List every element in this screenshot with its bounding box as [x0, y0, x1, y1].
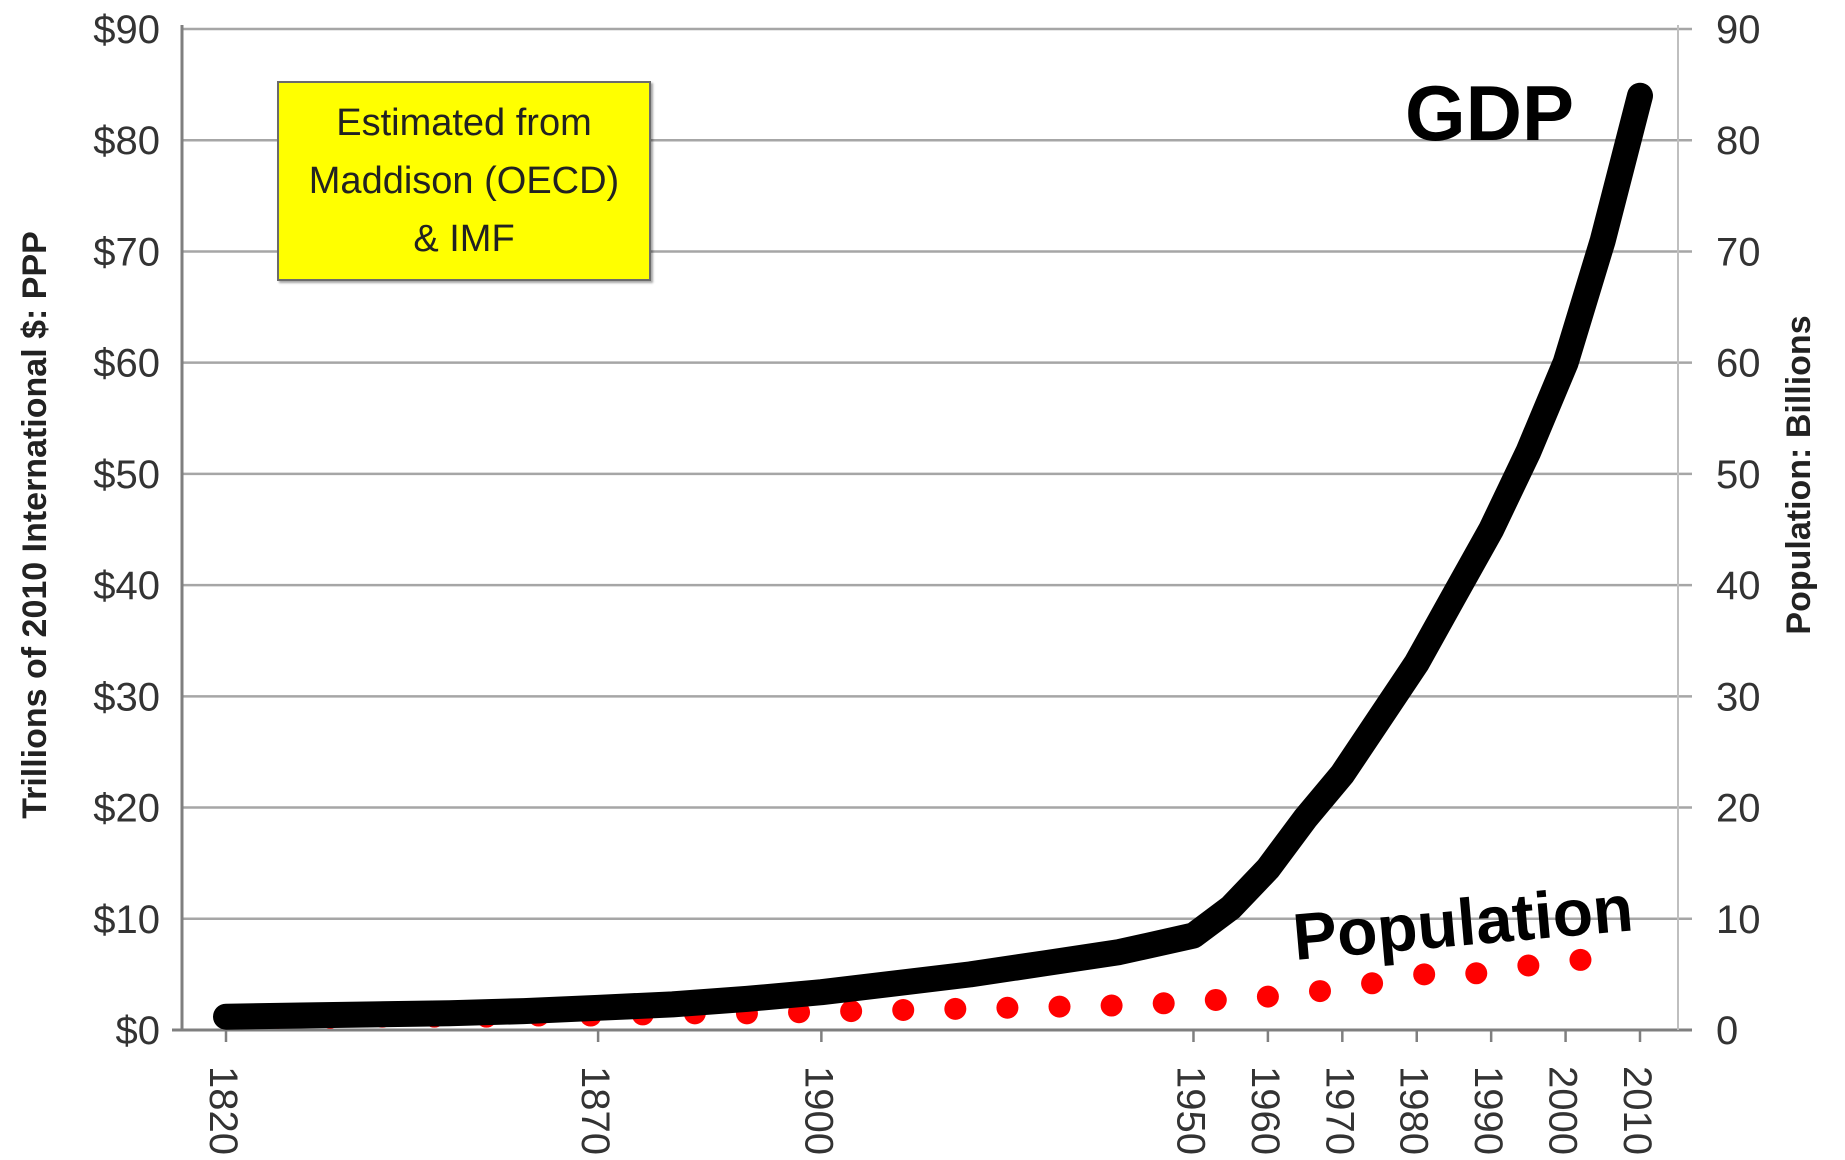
population-point: [840, 1000, 863, 1023]
left-tick-label: $30: [93, 675, 160, 719]
x-tick-label: 1820: [201, 1066, 245, 1155]
left-axis-ticks: $0 $10 $20 $30 $40 $50 $60 $70 $80 $90: [93, 8, 160, 1053]
population-point: [944, 997, 967, 1020]
left-tick-label: $0: [116, 1009, 161, 1053]
right-tick-label: 30: [1716, 675, 1761, 719]
right-tick-label: 80: [1716, 119, 1761, 163]
population-point: [1308, 980, 1331, 1003]
right-tick-label: 50: [1716, 453, 1761, 497]
population-point: [892, 998, 915, 1021]
source-note-text: Estimated from Maddison (OECD) & IMF: [308, 102, 620, 260]
source-note-box: Estimated from Maddison (OECD) & IMF: [277, 81, 651, 281]
left-tick-label: $10: [93, 898, 160, 942]
x-tick-label: 1990: [1466, 1066, 1510, 1155]
population-point: [1152, 992, 1175, 1015]
left-tick-label: $50: [93, 453, 160, 497]
x-tick-label: 1970: [1317, 1066, 1361, 1155]
x-tick-label: 1960: [1243, 1066, 1287, 1155]
population-point: [1100, 994, 1123, 1017]
x-tick-label: 2010: [1615, 1066, 1659, 1155]
right-axis-ticks: 0 10 20 30 40 50 60 70 80 90: [1716, 8, 1761, 1053]
population-point: [1256, 985, 1279, 1008]
population-point: [1517, 954, 1540, 977]
left-tick-label: $90: [93, 8, 160, 52]
x-tick-label: 1980: [1392, 1066, 1436, 1155]
left-tick-label: $70: [93, 230, 160, 274]
right-tick-label: 90: [1716, 8, 1761, 52]
gdp-line: [213, 82, 1653, 1030]
left-tick-label: $40: [93, 564, 160, 608]
left-tick-label: $60: [93, 342, 160, 386]
population-point: [1204, 988, 1227, 1011]
right-tick-label: 60: [1716, 342, 1761, 386]
left-tick-label: $20: [93, 787, 160, 831]
right-tick-label: 0: [1716, 1009, 1738, 1053]
population-point: [996, 996, 1019, 1019]
x-tick-label: 1870: [573, 1066, 617, 1155]
right-tick-label: 10: [1716, 898, 1761, 942]
x-tick-label: 2000: [1541, 1066, 1585, 1155]
right-tick-label: 20: [1716, 787, 1761, 831]
population-point: [1048, 995, 1071, 1018]
left-axis-title: Trillions of 2010 International $: PPP: [16, 231, 54, 819]
right-tick-label: 70: [1716, 230, 1761, 274]
gdp-series: [213, 82, 1653, 1030]
x-axis-ticks: 1820 1870 1900 1950 1960 1970 1980 1990 2000 2010: [201, 1030, 1659, 1155]
population-point: [1413, 963, 1436, 986]
population-point: [1361, 972, 1384, 995]
left-tick-label: $80: [93, 119, 160, 163]
x-tick-label: 1950: [1168, 1066, 1212, 1155]
right-axis-title: Population: Billions: [1780, 315, 1818, 634]
population-point: [1465, 962, 1488, 985]
right-tick-label: 40: [1716, 564, 1761, 608]
population-point: [1569, 948, 1592, 971]
gdp-series-label: GDP: [1405, 69, 1574, 157]
x-tick-label: 1900: [796, 1066, 840, 1155]
plot-frame: [172, 25, 1692, 1032]
